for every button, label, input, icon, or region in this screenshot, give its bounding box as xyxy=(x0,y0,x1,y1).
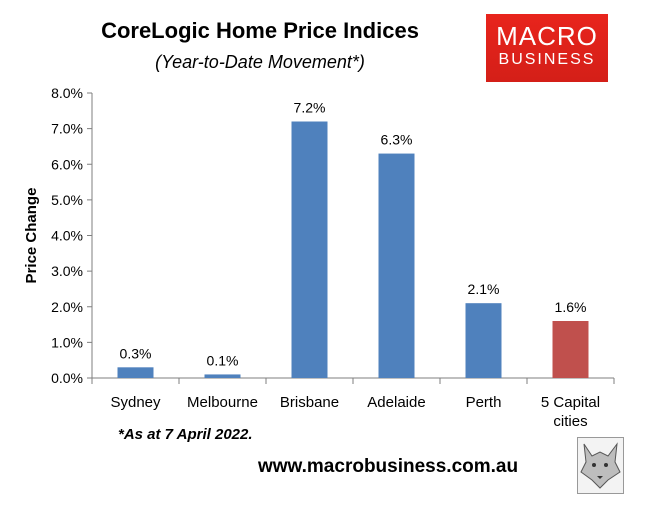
footnote: *As at 7 April 2022. xyxy=(118,426,253,443)
data-label: 2.1% xyxy=(468,281,500,297)
y-tick-label: 5.0% xyxy=(51,192,83,208)
bar xyxy=(378,153,415,378)
wolf-logo-icon xyxy=(577,437,624,494)
bar xyxy=(117,367,154,378)
website-url: www.macrobusiness.com.au xyxy=(258,456,519,477)
y-tick-label: 4.0% xyxy=(51,228,83,244)
macrobusiness-logo: MACRO BUSINESS xyxy=(486,14,608,82)
bar xyxy=(204,374,241,378)
chart-subtitle: (Year-to-Date Movement*) xyxy=(155,52,365,72)
y-tick-label: 7.0% xyxy=(51,121,83,137)
y-tick-label: 1.0% xyxy=(51,334,83,350)
y-axis-title: Price Change xyxy=(23,188,40,284)
category-label: Adelaide xyxy=(367,394,425,411)
y-tick-label: 6.0% xyxy=(51,156,83,172)
y-tick-label: 3.0% xyxy=(51,263,83,279)
chart-title: CoreLogic Home Price Indices xyxy=(101,18,419,43)
category-label: Perth xyxy=(466,394,502,411)
category-label: Melbourne xyxy=(187,394,258,411)
y-tick-label: 2.0% xyxy=(51,299,83,315)
data-label: 0.1% xyxy=(207,352,239,368)
logo-line-1: MACRO xyxy=(496,21,598,51)
y-tick-label: 0.0% xyxy=(51,370,83,386)
category-label: 5 Capital cities xyxy=(541,394,600,430)
data-label: 6.3% xyxy=(381,132,413,148)
category-label: Brisbane xyxy=(280,394,339,411)
bar xyxy=(465,303,502,378)
category-label: Sydney xyxy=(110,394,161,411)
data-label: 7.2% xyxy=(294,100,326,116)
bar xyxy=(291,121,328,378)
bar xyxy=(552,321,589,378)
y-tick-label: 8.0% xyxy=(51,85,83,101)
data-label: 1.6% xyxy=(555,299,587,315)
data-label: 0.3% xyxy=(120,345,152,361)
logo-line-2: BUSINESS xyxy=(498,51,596,68)
